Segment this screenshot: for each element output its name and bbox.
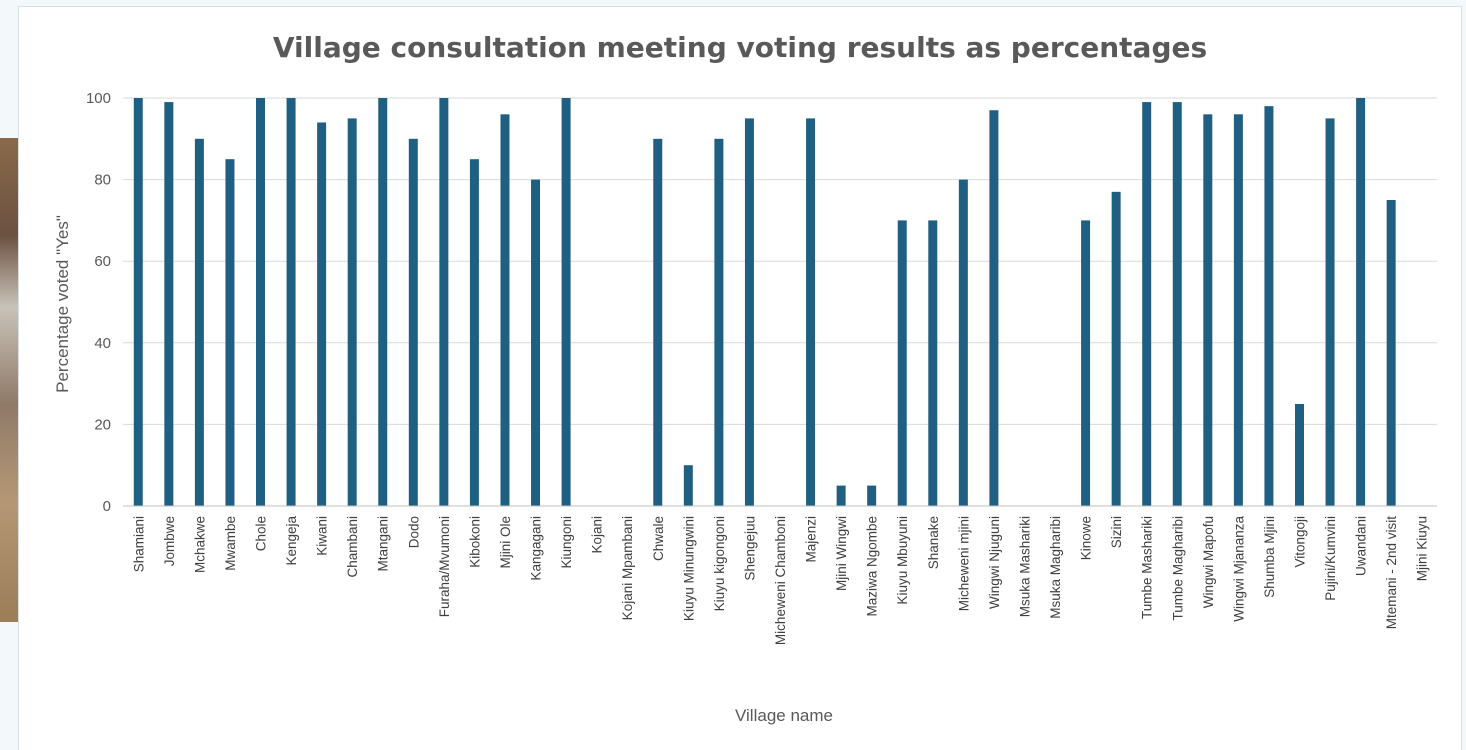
x-category-label: Kibokoni — [467, 516, 482, 568]
bar — [378, 98, 388, 506]
bar — [989, 110, 999, 507]
x-category-label: Dodo — [406, 516, 421, 548]
x-axis-label: Village name — [735, 706, 833, 725]
bar — [500, 114, 510, 506]
x-category-label: Wingwi Mapofu — [1201, 516, 1216, 608]
x-category-label: Kiuyu kigongoni — [712, 516, 727, 611]
x-category-label: Chwale — [651, 516, 666, 561]
x-category-label: Micheweni mjini — [956, 516, 971, 611]
bar-chart: Village consultation meeting voting resu… — [53, 31, 1437, 725]
x-category-label: Micheweni Chamboni — [773, 516, 788, 645]
bar — [1172, 102, 1182, 506]
bar — [194, 138, 204, 507]
bar — [836, 485, 846, 506]
bar — [286, 98, 296, 506]
x-category-label: Mwambe — [223, 516, 238, 571]
x-category-label: Furaha/Mvumoni — [437, 516, 452, 617]
x-category-label: Tumbe Magharibi — [1170, 516, 1185, 621]
bar — [1233, 114, 1243, 506]
bar — [897, 220, 907, 506]
x-category-label: Chambani — [345, 516, 360, 578]
y-tick-label: 60 — [94, 253, 111, 270]
x-category-label: Maziwa Ngombe — [865, 516, 880, 617]
bar — [317, 122, 327, 506]
x-category-label: Mjini Ole — [498, 516, 513, 569]
bar — [408, 138, 418, 507]
y-tick-label: 0 — [103, 498, 111, 515]
x-category-label: Tumbe Mashariki — [1140, 516, 1155, 619]
bar — [256, 98, 266, 506]
x-category-label: Wingwi Njuguni — [987, 516, 1002, 609]
bar — [928, 220, 938, 506]
bar — [683, 465, 693, 506]
x-category-label: Shumba Mjini — [1262, 516, 1277, 598]
y-axis-ticks: 0 20 40 60 80 100 — [86, 90, 111, 515]
bar — [1203, 114, 1213, 506]
x-axis-categories: Shamiani Jombwe Mchakwe Mwambe Chole Kengeja K… — [131, 516, 1429, 646]
x-category-label: Vitongoji — [1292, 516, 1307, 568]
bar — [867, 485, 877, 506]
x-category-label: Mtangani — [376, 516, 391, 572]
x-category-label: Mjini Wingwi — [834, 516, 849, 591]
x-category-label: Kiungoni — [559, 516, 574, 569]
x-category-label: Msuka Magharibi — [1048, 516, 1063, 619]
x-category-label: Kojani — [590, 516, 605, 554]
bar — [133, 98, 143, 506]
x-category-label: Sizini — [1109, 516, 1124, 548]
x-category-label: Shamiani — [131, 516, 146, 572]
bar — [164, 102, 174, 506]
x-category-label: Shengejuu — [742, 516, 757, 581]
x-category-label: Kinowe — [1079, 516, 1094, 560]
x-category-label: Kiwani — [315, 516, 330, 556]
x-category-label: Uwandani — [1354, 516, 1369, 576]
y-axis-label: Percentage voted "Yes" — [53, 215, 72, 393]
x-category-label: Jombwe — [162, 516, 177, 566]
bar — [1264, 106, 1274, 506]
bar — [744, 118, 754, 507]
bar — [561, 98, 571, 506]
x-category-label: Kiuyu Mbuyuni — [895, 516, 910, 605]
x-category-label: Kangagani — [529, 516, 544, 581]
bar — [958, 179, 968, 506]
bar — [653, 138, 663, 507]
y-tick-label: 20 — [94, 416, 111, 433]
x-category-label: Mjini Kiuyu — [1415, 516, 1430, 581]
x-category-label: Msuka Mashariki — [1017, 516, 1032, 617]
x-category-label: Kengeja — [284, 516, 299, 566]
bar — [1356, 98, 1366, 506]
x-category-label: Kojani Mpambani — [620, 516, 635, 620]
x-category-label: Wingwi Mjananza — [1231, 516, 1246, 622]
bar — [806, 118, 816, 507]
x-category-label: Mchakwe — [192, 516, 207, 573]
bar — [1294, 404, 1304, 506]
gridlines — [123, 97, 1437, 425]
bar — [714, 138, 724, 507]
bar — [1386, 200, 1396, 506]
y-tick-label: 100 — [86, 90, 111, 107]
x-category-label: Majenzi — [804, 516, 819, 563]
bar — [225, 159, 235, 506]
bar — [439, 98, 449, 506]
chart-card: Village consultation meeting voting resu… — [18, 6, 1462, 750]
y-tick-label: 80 — [94, 172, 111, 189]
x-category-label: Mtemani - 2nd visit — [1384, 516, 1399, 630]
bar — [1081, 220, 1091, 506]
x-category-label: Pujini/Kumvini — [1323, 516, 1338, 601]
y-tick-label: 40 — [94, 335, 111, 352]
bar — [1142, 102, 1152, 506]
bars — [133, 98, 1396, 507]
x-category-label: Kiuyu Minungwini — [681, 516, 696, 621]
bar — [531, 179, 541, 506]
x-category-label: Chole — [254, 516, 269, 551]
background-photo — [0, 138, 22, 622]
bar — [469, 159, 479, 506]
bar — [347, 118, 357, 507]
bar — [1111, 191, 1121, 506]
bar — [1325, 118, 1335, 507]
x-category-label: Shanake — [926, 516, 941, 569]
chart-title: Village consultation meeting voting resu… — [273, 31, 1207, 64]
